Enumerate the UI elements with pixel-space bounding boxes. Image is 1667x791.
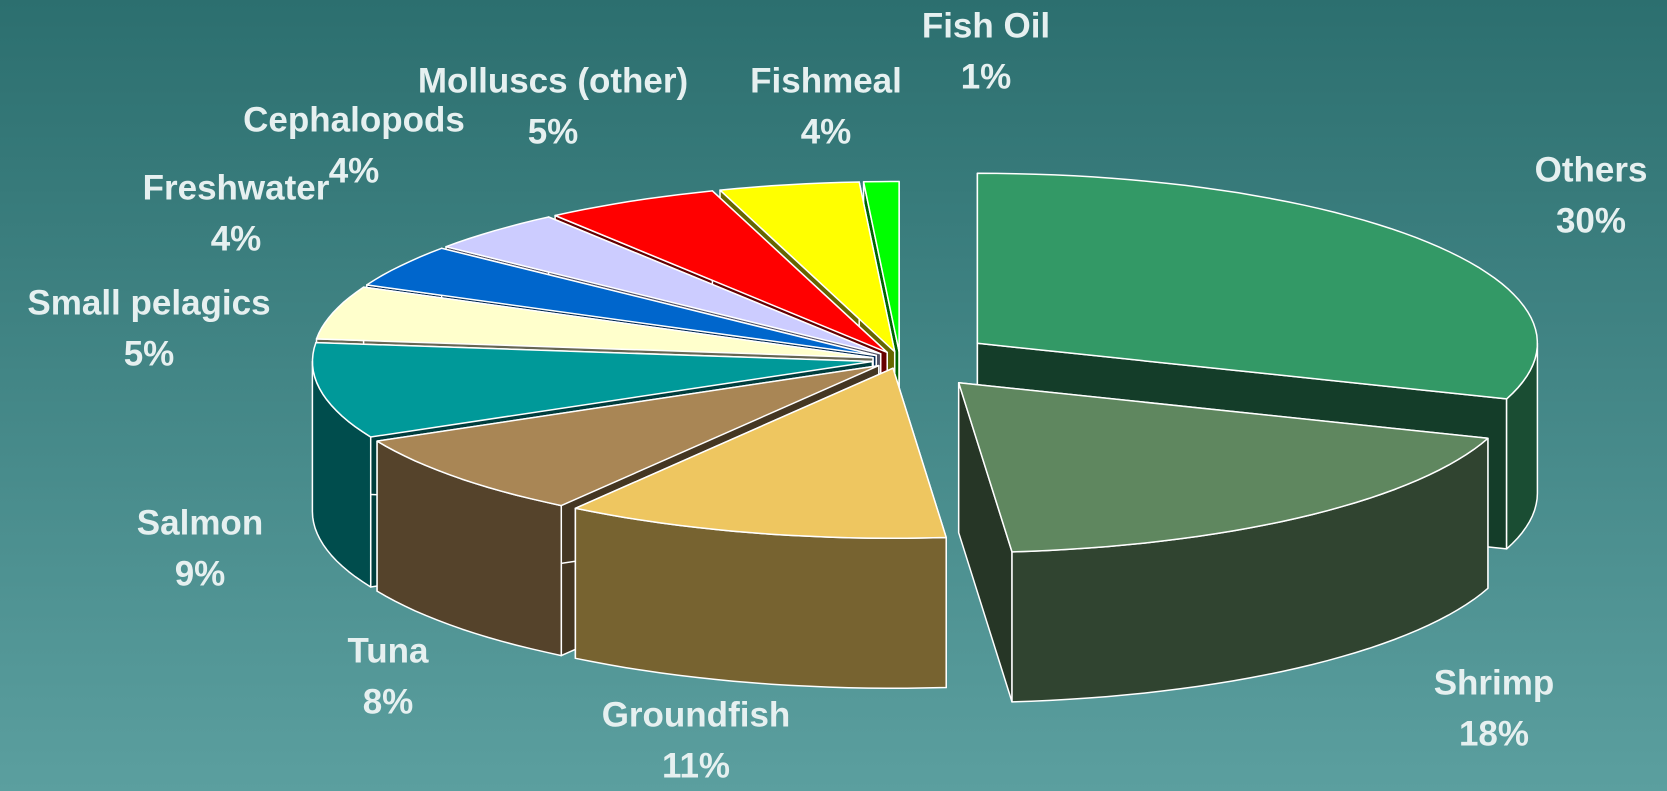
slice-label: Freshwater	[143, 168, 330, 207]
slice-label: Groundfish	[602, 695, 791, 734]
slice-top	[554, 190, 888, 354]
value-label: 4%	[329, 151, 380, 190]
value-label: 8%	[363, 682, 414, 721]
value-label: 1%	[961, 57, 1012, 96]
slice-top	[957, 381, 1489, 553]
value-label: 30%	[1556, 201, 1626, 240]
slice-label: Small pelagics	[27, 283, 270, 322]
slice-label: Others	[1535, 150, 1648, 189]
slice-label: Shrimp	[1434, 663, 1555, 702]
slice-top	[719, 181, 896, 353]
value-label: 4%	[211, 219, 262, 258]
value-label: 18%	[1459, 714, 1529, 753]
slice-top	[315, 286, 874, 359]
slice-top	[862, 180, 900, 353]
slice-label: Fishmeal	[750, 61, 902, 100]
slice	[957, 381, 1489, 703]
value-label: 5%	[124, 334, 175, 373]
value-label: 9%	[175, 554, 226, 593]
slice-top	[376, 364, 880, 507]
slice-label: Molluscs (other)	[418, 61, 688, 100]
slice-top	[366, 247, 877, 357]
slice-top	[445, 216, 882, 355]
value-label: 4%	[801, 112, 852, 151]
slice-top	[574, 367, 947, 539]
slice-label: Fish Oil	[922, 6, 1050, 45]
slice-label: Tuna	[347, 631, 429, 670]
slice-label: Cephalopods	[243, 100, 465, 139]
value-label: 11%	[662, 746, 730, 785]
slice-label: Salmon	[137, 503, 263, 542]
slice-top	[311, 341, 874, 438]
slice	[574, 367, 947, 689]
value-label: 5%	[528, 112, 579, 151]
slice-top	[976, 172, 1539, 400]
